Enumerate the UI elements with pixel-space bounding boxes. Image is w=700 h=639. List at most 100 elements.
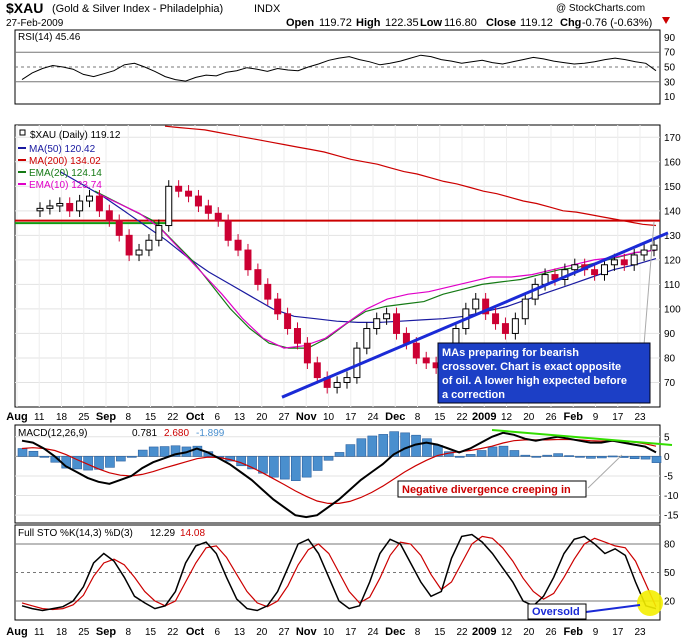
price-title: $XAU (Daily) 119.12: [30, 130, 121, 141]
note-pointer: [643, 221, 655, 346]
candle-body: [234, 239, 242, 251]
low-label: Low: [420, 17, 442, 29]
rsi-tick-label: 10: [664, 92, 676, 103]
macd-hist-bar: [520, 454, 531, 457]
macd-hist-bar: [312, 456, 323, 471]
price-x-label: 18: [56, 412, 68, 423]
symbol: $XAU: [6, 0, 43, 16]
macd-axis: 5 0 -5 -10 -15: [664, 432, 679, 521]
candle-body: [293, 328, 301, 344]
candle-body: [105, 210, 113, 222]
divergence-label: Negative divergence creeping in: [402, 484, 571, 496]
candle-body: [610, 259, 618, 266]
macd-hist-bar: [531, 456, 542, 458]
candle-body: [56, 202, 64, 207]
price-axis: 170 160 150 140 130 120 110 100 90 80 70: [664, 133, 681, 389]
macd-hist-bar: [345, 444, 356, 457]
price-x-label: 15: [434, 412, 446, 423]
candle-body: [571, 264, 579, 271]
price-x-axis: Aug 11 18 25 Sep 8 15 22 Oct 6 13 20 27 Nov 10 17 24 Dec 8…: [6, 411, 646, 423]
sto-tick-label: 20: [664, 597, 676, 608]
sto-x-label: 17: [612, 627, 624, 638]
candle-body: [363, 328, 371, 349]
price-tick-label: 160: [664, 157, 681, 168]
candle-body: [482, 298, 490, 315]
exchange: INDX: [254, 3, 281, 15]
ema10-line: [97, 193, 657, 349]
down-arrow-icon: [662, 17, 670, 24]
sto-x-label: Sep: [96, 626, 116, 638]
sto-x-label: 23: [634, 627, 646, 638]
candle-body: [333, 381, 341, 388]
price-x-label: 25: [78, 412, 90, 423]
macd-hist-bar: [454, 456, 465, 458]
note-line-1: MAs preparing for bearish: [442, 347, 579, 359]
price-tick-label: 150: [664, 182, 681, 193]
sto-x-label: 25: [78, 627, 90, 638]
candle-body: [36, 207, 44, 212]
candle-body: [472, 298, 480, 310]
candle-body: [412, 342, 420, 359]
candle-body: [521, 298, 529, 320]
candle-body: [125, 234, 133, 256]
macd-tick-label: -5: [664, 471, 673, 482]
candle-body: [501, 323, 509, 334]
macd-hist-bar: [498, 445, 509, 457]
price-x-label: Aug: [6, 411, 27, 423]
price-x-label: 13: [234, 412, 246, 423]
rsi-line: [21, 54, 657, 82]
price-x-label: 22: [167, 412, 179, 423]
candle-body: [204, 205, 212, 214]
price-x-label: 20: [523, 412, 535, 423]
oversold-pointer: [585, 604, 641, 613]
candle-body: [185, 190, 193, 197]
macd-hist-bar: [509, 450, 520, 457]
macd-tick-label: -15: [664, 511, 679, 522]
uptrend-line: [281, 231, 669, 399]
high-value: 122.35: [385, 17, 419, 29]
candle-body: [422, 357, 430, 364]
sto-x-label: Feb: [563, 626, 583, 638]
price-x-label: Dec: [385, 411, 405, 423]
macd-hist-bar: [400, 432, 410, 457]
macd-hist-bar: [72, 456, 82, 470]
price-tick-label: 130: [664, 231, 681, 242]
macd-hist-bar: [575, 456, 585, 458]
macd-tick-label: 0: [664, 452, 670, 463]
price-panel-frame: [14, 124, 661, 408]
sto-d-value: 14.08: [180, 528, 205, 539]
oversold-label: Oversold: [532, 606, 580, 618]
candle-body: [591, 269, 599, 276]
sto-x-label: Nov: [296, 626, 318, 638]
candle-body: [165, 185, 173, 227]
macd-signal-line: [21, 438, 657, 504]
price-x-label: 22: [456, 412, 468, 423]
macd-hist-bar: [564, 455, 574, 457]
macd-hist-bar: [105, 456, 115, 468]
macd-hist-bar: [247, 456, 257, 470]
price-x-label: 8: [415, 412, 421, 423]
price-x-label: 2009: [472, 411, 496, 423]
price-x-label: 9: [593, 412, 599, 423]
macd-hist-bar: [83, 456, 93, 471]
price-x-label: 17: [345, 412, 357, 423]
price-x-label: Sep: [96, 411, 116, 423]
macd-hist-bar: [367, 435, 378, 457]
rsi-tick-label: 70: [664, 48, 676, 59]
candle-body: [383, 313, 391, 320]
sto-title: Full STO %K(14,3) %D(3): [18, 528, 133, 539]
price-tick-label: 100: [664, 304, 681, 315]
signal-value: 2.680: [164, 428, 189, 439]
sto-x-label: 27: [278, 627, 290, 638]
divergence-box: [397, 480, 587, 498]
macd-panel-frame: [14, 424, 661, 524]
price-x-label: Feb: [563, 411, 583, 423]
rsi-title: RSI(14) 45.46: [18, 32, 81, 43]
macd-hist-bar: [116, 456, 126, 462]
sto-x-label: 13: [234, 627, 246, 638]
price-tick-label: 110: [664, 280, 680, 291]
chg-label: Chg: [560, 17, 581, 29]
sto-axis: 80 50 20: [664, 540, 676, 608]
ema10-legend: EMA(10) 123.74: [29, 180, 102, 191]
note-line-3: of oil. A lower high expected before: [442, 375, 627, 387]
